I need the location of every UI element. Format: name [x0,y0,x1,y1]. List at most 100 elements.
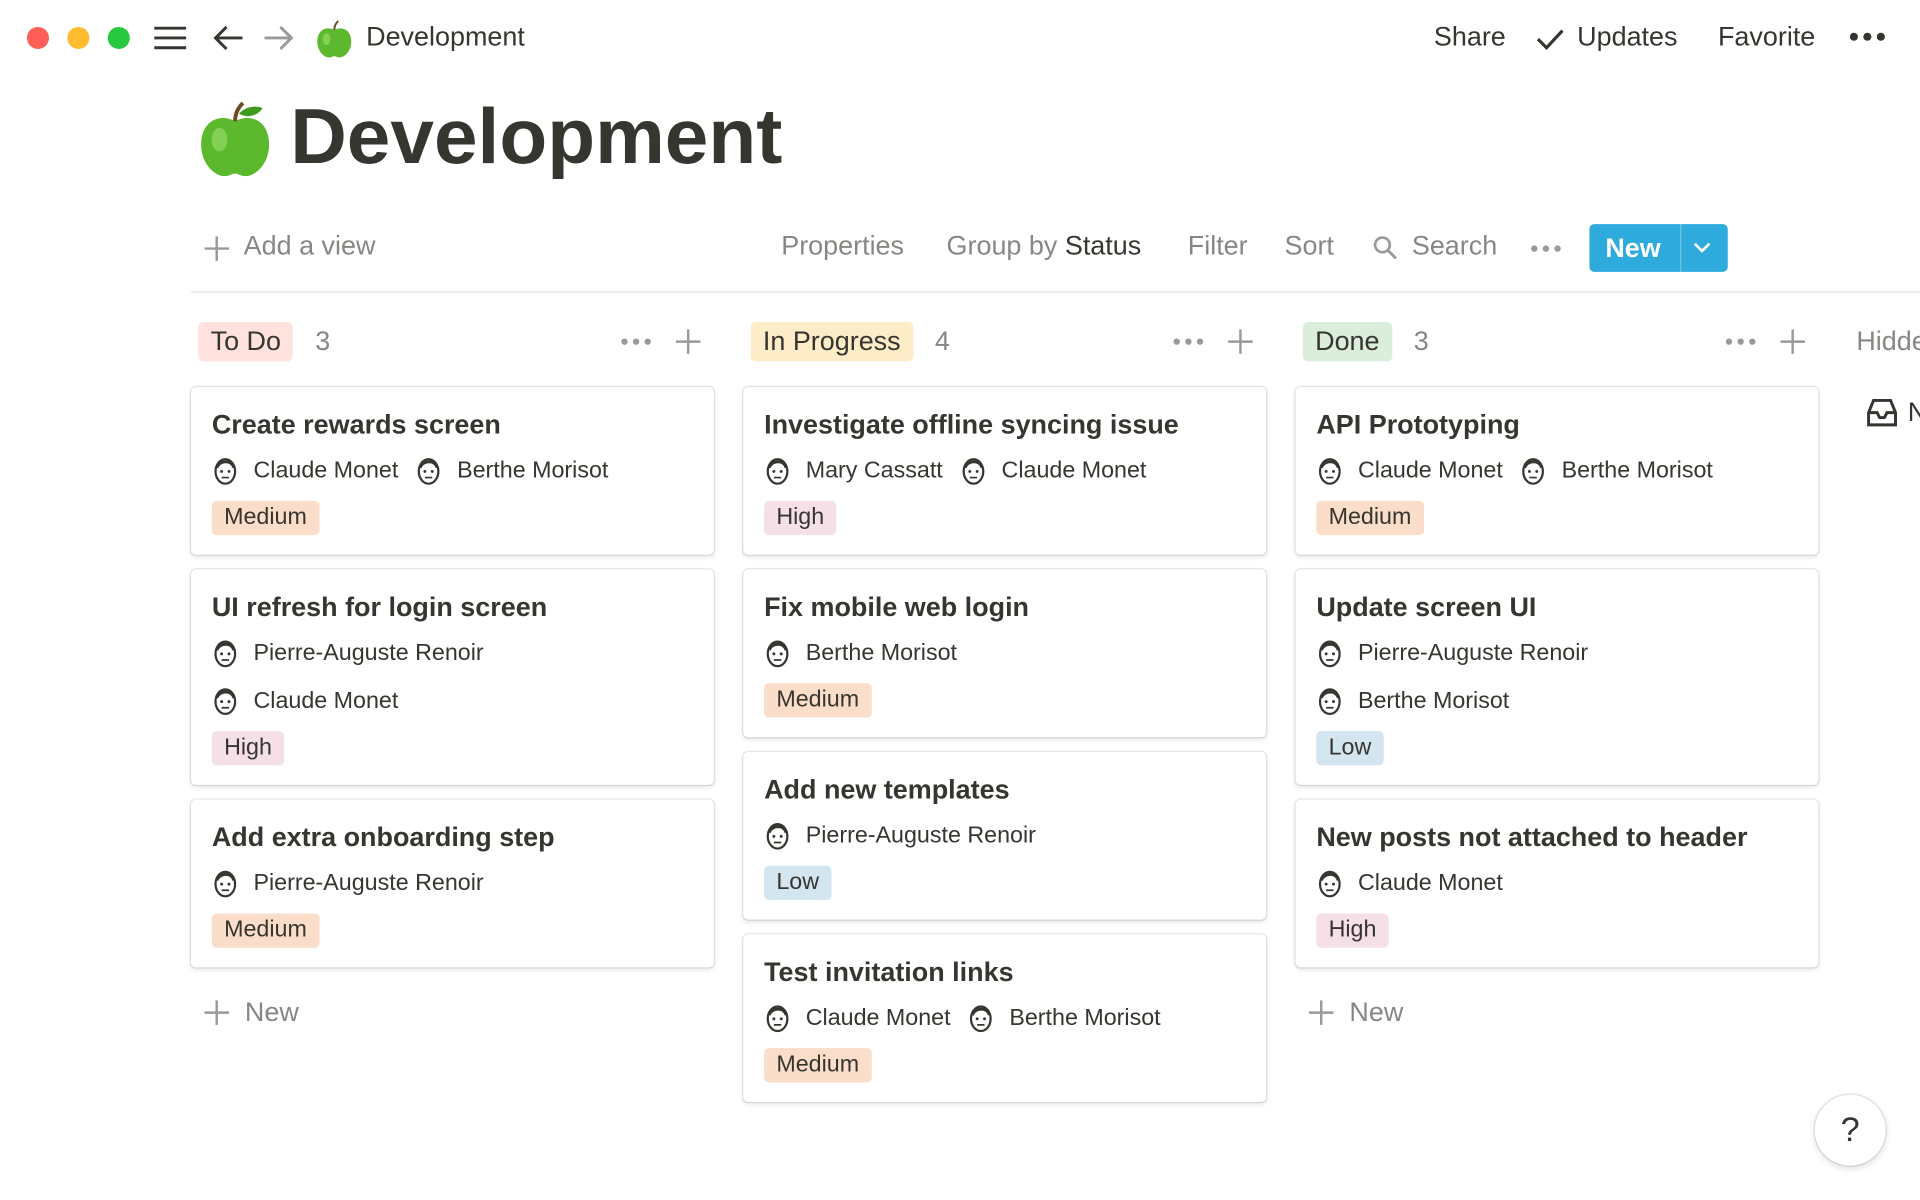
person-name: Pierre-Auguste Renoir [1357,639,1589,666]
person: Pierre-Auguste Renoir [1316,636,1588,672]
card-title: Fix mobile web login [764,591,1030,623]
breadcrumb[interactable]: Development [366,20,525,52]
card-title: Add new templates [764,773,1010,805]
people: Pierre-Auguste Renoir [212,866,653,902]
inbox-icon [1867,398,1897,427]
avatar [212,456,239,485]
person: Pierre-Auguste Renoir [212,866,484,902]
avatar [212,686,239,715]
person: Mary Cassatt [764,453,943,489]
avatar [764,639,791,668]
hidden-group[interactable]: No Status [1908,397,1920,429]
people: Pierre-Auguste Renoir Berthe Morisot [1316,636,1757,719]
card[interactable]: Create rewards screen Claude Monet Berthe … [191,387,714,555]
status-tag: Done [1302,322,1392,362]
search-button[interactable]: Search [1411,230,1498,261]
card[interactable]: Add extra onboarding step Pierre-Auguste … [191,800,714,968]
people: Claude Monet Berthe Morisot [212,453,653,489]
avatar [1316,456,1343,485]
avatar [1316,686,1343,715]
person-name: Berthe Morisot [1009,1004,1161,1031]
person: Pierre-Auguste Renoir [212,636,484,672]
card-list: API Prototyping Claude Monet Berthe Moriso… [1296,387,1819,967]
card[interactable]: Update screen UI Pierre-Auguste Renoir Ber… [1296,569,1819,785]
card-title: Test invitation links [764,956,1014,987]
person: Claude Monet [212,683,398,719]
card[interactable]: Investigate offline syncing issue Mary Ca… [743,387,1266,555]
nav-arrows[interactable] [211,22,297,54]
avatar [415,456,442,485]
people: Berthe Morisot [764,636,1205,672]
card[interactable]: API Prototyping Claude Monet Berthe Moriso… [1296,387,1819,555]
person: Claude Monet [764,1000,951,1036]
check-icon [1536,29,1564,51]
chevron[interactable] [1692,240,1712,255]
avatar [212,639,239,668]
page-title: Development [290,91,783,181]
add-card[interactable]: New [191,997,714,1029]
group-by-button[interactable]: Group by Status [947,230,1142,262]
card-title: Create rewards screen [211,408,501,440]
person: Berthe Morisot [968,1000,1161,1036]
share-button[interactable]: Share [1433,20,1506,52]
window-controls [26,26,187,50]
group-by-field: Status [1064,230,1142,261]
toolbar-more[interactable] [1531,242,1563,254]
new-button-label: New [1605,232,1661,264]
card[interactable]: New posts not attached to header Claude M… [1296,800,1819,968]
new-button[interactable]: New [1589,224,1728,272]
person-name: Pierre-Auguste Renoir [253,870,484,896]
person: Claude Monet [1316,866,1503,902]
priority-tag: High [764,500,837,536]
properties-button[interactable]: Properties [781,230,905,261]
card-title: Update screen UI [1316,591,1537,623]
search-icon [1373,236,1397,260]
avatar [1316,869,1343,898]
card[interactable]: Test invitation links Claude Monet Berthe … [743,934,1266,1102]
column-count: 3 [1413,325,1429,357]
column-header: In Progress 4 [743,321,1266,363]
card-title: API Prototyping [1316,408,1520,440]
group-by-label: Group by [946,230,1058,261]
hidden-label: Hidden [1856,325,1920,357]
priority-tag: Medium [764,683,872,718]
priority-tag: Medium [1316,500,1424,536]
person-name: Claude Monet [253,457,399,484]
card[interactable]: UI refresh for login screen Pierre-August… [191,569,714,785]
card-list: Create rewards screen Claude Monet Berthe … [191,387,714,967]
column-count: 3 [315,325,331,357]
help-button[interactable]: ? [1814,1094,1886,1166]
filter-button[interactable]: Filter [1187,230,1248,261]
column-actions[interactable] [1725,328,1806,355]
person: Claude Monet [960,453,1146,489]
column-actions[interactable] [621,328,702,355]
avatar [960,456,987,485]
priority-tag: Low [764,865,832,901]
page-icon [201,101,270,177]
people: Claude Monet Berthe Morisot [764,1000,1205,1036]
person-name: Berthe Morisot [1561,457,1713,484]
column: In Progress 4 Investigate offline syncing … [743,321,1266,1102]
avatar [1520,456,1547,485]
person-name: Berthe Morisot [1357,687,1510,714]
add-view[interactable]: Add a view [243,230,376,261]
add-card-label: New [244,996,299,1028]
column-actions[interactable] [1173,328,1254,355]
card-title: Add extra onboarding step [211,821,555,853]
people: Pierre-Auguste Renoir Claude Monet [212,636,653,719]
updates-button[interactable]: Updates [1577,20,1678,52]
person-name: Claude Monet [1357,457,1503,484]
sort-button[interactable]: Sort [1284,230,1334,261]
person-name: Mary Cassatt [805,457,943,484]
card[interactable]: Add new templates Pierre-Auguste Renoir Lo… [743,752,1266,920]
card-title: Investigate offline syncing issue [764,408,1179,440]
card[interactable]: Fix mobile web login Berthe Morisot Medium [743,569,1266,737]
avatar [968,1003,995,1032]
add-card[interactable]: New [1296,997,1819,1029]
people: Claude Monet Berthe Morisot [1316,453,1757,489]
more-button[interactable] [1849,29,1888,44]
person: Claude Monet [1316,453,1503,489]
status-tag: To Do [198,322,294,362]
favorite-button[interactable]: Favorite [1717,20,1816,52]
